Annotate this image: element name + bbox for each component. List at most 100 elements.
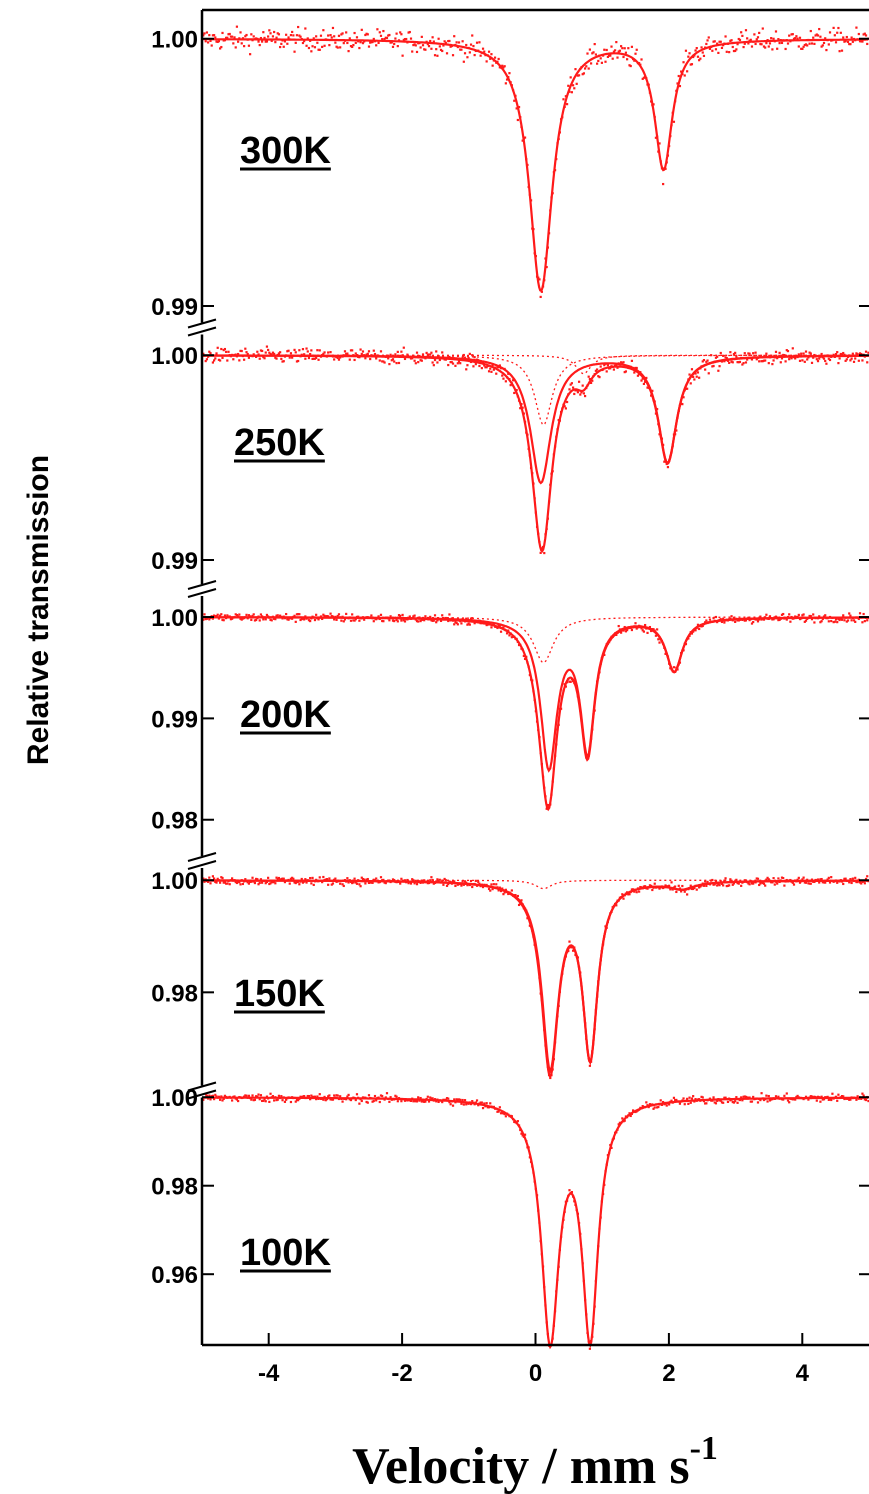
data-point xyxy=(821,44,824,47)
data-point xyxy=(688,373,691,376)
data-point xyxy=(491,64,494,67)
data-point xyxy=(263,1098,266,1101)
data-point xyxy=(624,370,628,373)
data-point xyxy=(653,1106,656,1109)
data-point xyxy=(700,1095,703,1098)
data-point xyxy=(207,41,210,44)
data-point xyxy=(485,1102,488,1105)
data-point xyxy=(692,375,695,378)
data-point xyxy=(383,881,386,884)
data-point xyxy=(461,880,464,883)
data-point xyxy=(273,1099,276,1102)
data-point xyxy=(758,360,761,363)
data-point xyxy=(504,380,507,383)
data-point xyxy=(719,1099,722,1102)
data-point xyxy=(510,1115,513,1118)
data-point xyxy=(255,1095,258,1098)
data-point xyxy=(231,1099,234,1102)
data-point xyxy=(493,56,497,59)
data-point xyxy=(213,877,216,880)
data-point xyxy=(394,37,397,40)
data-point xyxy=(460,622,463,625)
data-point xyxy=(354,352,357,355)
data-point xyxy=(754,351,757,354)
data-point xyxy=(271,1095,275,1098)
data-point xyxy=(281,1099,284,1102)
data-point xyxy=(498,1106,501,1109)
data-point xyxy=(492,883,495,886)
data-point xyxy=(802,876,805,879)
data-point xyxy=(237,352,240,356)
data-point xyxy=(714,615,718,619)
data-point xyxy=(851,352,854,355)
data-point xyxy=(519,407,522,410)
panel-temperature-label: 200K xyxy=(240,694,331,736)
data-point xyxy=(698,59,701,62)
data-point xyxy=(306,37,309,40)
data-point xyxy=(826,878,829,881)
data-point xyxy=(838,50,841,53)
data-point xyxy=(582,72,585,75)
data-point xyxy=(365,878,368,881)
data-point xyxy=(772,877,775,880)
data-point xyxy=(851,877,854,880)
data-point xyxy=(634,52,637,55)
data-point xyxy=(321,881,324,884)
data-point xyxy=(706,39,709,42)
data-point xyxy=(459,1098,462,1101)
data-point xyxy=(249,53,252,56)
data-point xyxy=(821,617,824,621)
data-point xyxy=(222,881,225,884)
data-point xyxy=(331,26,335,30)
data-point xyxy=(585,65,588,68)
data-point xyxy=(818,27,821,31)
data-point xyxy=(648,884,652,887)
data-point xyxy=(499,630,503,633)
data-point xyxy=(767,45,770,48)
data-point xyxy=(250,33,253,36)
data-point xyxy=(400,1100,403,1103)
data-point xyxy=(819,1100,822,1103)
data-point xyxy=(857,359,860,362)
data-point xyxy=(371,881,374,884)
data-point xyxy=(772,37,775,40)
axis-break-mark xyxy=(187,852,217,870)
data-point xyxy=(492,368,495,371)
data-point xyxy=(311,876,314,880)
data-point xyxy=(842,882,845,886)
data-point xyxy=(378,1100,381,1104)
data-point xyxy=(843,40,846,43)
data-point xyxy=(216,613,219,616)
data-point xyxy=(797,353,800,356)
data-point xyxy=(798,881,802,884)
data-point xyxy=(648,625,652,629)
data-point xyxy=(662,1100,665,1104)
data-point xyxy=(333,1094,336,1097)
data-point xyxy=(274,882,277,885)
data-point xyxy=(413,614,416,617)
data-point xyxy=(770,1098,773,1101)
data-point xyxy=(731,361,734,364)
data-point xyxy=(735,1096,738,1099)
data-point xyxy=(855,880,858,884)
data-point xyxy=(692,1095,695,1098)
data-point xyxy=(393,619,396,623)
y-tick-label: 0.99 xyxy=(151,706,198,733)
data-point xyxy=(203,613,206,616)
data-point xyxy=(758,883,761,887)
data-point xyxy=(630,888,634,891)
data-point xyxy=(821,356,824,359)
data-point xyxy=(231,877,234,880)
data-point xyxy=(758,31,761,35)
data-point xyxy=(741,34,744,37)
x-tick-label: 4 xyxy=(796,1360,810,1387)
data-point xyxy=(237,40,240,43)
data-point xyxy=(516,1120,519,1123)
data-point xyxy=(472,44,475,48)
data-point xyxy=(319,34,323,37)
data-point xyxy=(839,617,842,620)
data-point xyxy=(801,614,804,617)
data-point xyxy=(247,356,251,359)
data-point xyxy=(235,881,239,885)
data-point xyxy=(391,878,395,881)
